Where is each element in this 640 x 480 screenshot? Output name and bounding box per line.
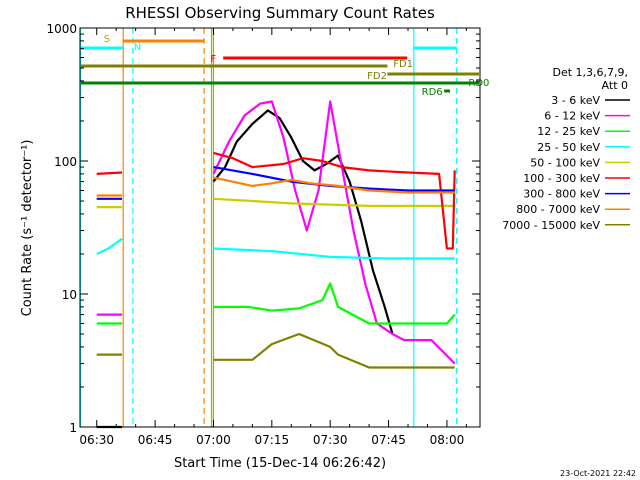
- y-tick-label-3: 1000: [46, 22, 77, 36]
- mode-boundary-lines: [79, 28, 458, 427]
- flag-label-fd1: FD1: [393, 59, 413, 70]
- legend-label-0: 3 - 6 keV: [551, 94, 600, 107]
- legend-label-7: 800 - 7000 keV: [516, 203, 600, 216]
- x-tick-label-2: 07:00: [196, 433, 231, 447]
- legend-label-2: 12 - 25 keV: [537, 125, 600, 138]
- series-line-8-segment-1: [213, 332, 455, 369]
- y-tick-label-2: 100: [54, 155, 77, 169]
- flag-label-f: F: [210, 54, 216, 65]
- legend-header-0: Det 1,3,6,7,9,: [552, 66, 628, 79]
- flag-bars: S N F FD1 FD2 RD0 RD6: [81, 34, 489, 98]
- legend-label-5: 100 - 300 keV: [523, 172, 600, 185]
- series-line-5-segment-1: [213, 151, 456, 250]
- chart-title: RHESSI Observing Summary Count Rates: [125, 4, 435, 22]
- x-axis-label: Start Time (15-Dec-14 06:26:42): [174, 456, 386, 471]
- flag-label-n: N: [134, 42, 141, 53]
- x-tick-label-6: 08:00: [430, 433, 465, 447]
- y-axis-label: Count Rate (s⁻¹ detector⁻¹): [20, 140, 35, 317]
- series-line-2-segment-1: [213, 282, 456, 325]
- series-line-5-segment-0: [96, 171, 123, 175]
- flag-label-fd2: FD2: [367, 71, 387, 82]
- series-line-0-segment-1: [212, 109, 394, 335]
- legend-label-1: 6 - 12 keV: [544, 110, 600, 123]
- legend-header-1: Att 0: [602, 79, 628, 92]
- y-tick-label-1: 10: [62, 288, 77, 302]
- x-tick-label-5: 07:45: [371, 433, 406, 447]
- series-line-1-segment-1: [212, 100, 456, 365]
- y-tick-label-0: 1: [69, 421, 77, 435]
- flag-label-rd6: RD6: [422, 87, 443, 98]
- x-tick-label-3: 07:15: [255, 433, 290, 447]
- flag-label-s: S: [104, 34, 110, 45]
- plot-frame: [79, 27, 481, 428]
- flag-label-rd0: RD0: [468, 78, 489, 89]
- series-line-7-segment-1: [213, 176, 455, 194]
- legend-label-3: 25 - 50 keV: [537, 141, 600, 154]
- x-tick-label-1: 06:45: [138, 433, 173, 447]
- legend-label-4: 50 - 100 keV: [530, 156, 600, 169]
- x-tick-label-0: 06:30: [79, 433, 114, 447]
- generation-timestamp: 23-Oct-2021 22:42: [560, 469, 636, 478]
- series-line-4-segment-1: [213, 197, 455, 207]
- series-line-3-segment-1: [213, 247, 455, 260]
- legend-label-6: 300 - 800 keV: [523, 188, 600, 201]
- count-rate-series: [96, 100, 456, 429]
- x-tick-label-4: 07:30: [313, 433, 348, 447]
- legend: Det 1,3,6,7,9,Att 03 - 6 keV 6 - 12 keV 12…: [502, 66, 630, 232]
- axes: 06:30 06:45 07:00 07:15 07:30 07:45 08:00 1 10 10…: [46, 22, 480, 447]
- series-line-3-segment-0: [96, 237, 123, 255]
- legend-label-8: 7000 - 15000 keV: [502, 219, 600, 232]
